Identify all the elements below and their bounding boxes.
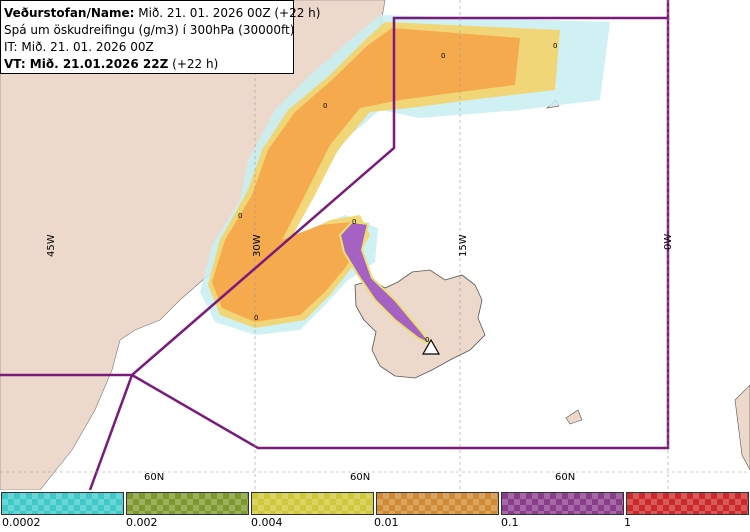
ash-cloud-orange <box>212 28 520 322</box>
forecast-source-value: Mið. 21. 01. 2026 00Z (+22 h) <box>134 6 321 20</box>
latitude-label-60n: 60N <box>555 472 576 483</box>
forecast-valid-offset: (+22 h) <box>168 57 219 71</box>
legend-tick-label: 1 <box>624 516 631 529</box>
contour-label: 0 <box>238 212 243 220</box>
contour-label: 0 <box>254 314 259 322</box>
forecast-valid-time-line: VT: Mið. 21.01.2026 22Z (+22 h) <box>4 56 290 73</box>
longitude-label-45w: 45W <box>46 234 57 257</box>
forecast-description: Spá um öskudreifingu (g/m3) í 300hPa (30… <box>4 23 295 37</box>
latitude-label-60n: 60N <box>350 472 371 483</box>
concentration-legend: 0.0002 0.002 0.004 0.01 0.1 1 <box>0 490 750 532</box>
contour-label: 0 <box>425 336 430 344</box>
volcano-icon <box>421 338 441 355</box>
legend-swatch-orange <box>376 492 499 515</box>
forecast-issue-time: IT: Mið. 21. 01. 2026 00Z <box>4 40 154 54</box>
forecast-header-line: Veðurstofan/Name: Mið. 21. 01. 2026 00Z … <box>4 5 320 22</box>
legend-swatch-purple <box>501 492 624 515</box>
fir-boundary <box>131 18 670 450</box>
legend-swatch-yellow <box>251 492 374 515</box>
legend-tick-label: 0.0002 <box>2 516 41 529</box>
forecast-source-label: Veðurstofan/Name: <box>4 6 135 20</box>
ash-cloud-purple <box>338 220 433 346</box>
legend-swatch-cyan <box>1 492 124 515</box>
legend-tick-label: 0.004 <box>251 516 283 529</box>
ash-dispersion-map: Veðurstofan/Name: Mið. 21. 01. 2026 00Z … <box>0 0 750 490</box>
contour-label: 0 <box>441 52 446 60</box>
legend-swatch-red <box>626 492 749 515</box>
contour-label: 0 <box>553 42 558 50</box>
forecast-info-box: Veðurstofan/Name: Mið. 21. 01. 2026 00Z … <box>0 0 320 74</box>
legend-tick-label: 0.01 <box>374 516 399 529</box>
fir-boundary <box>0 0 670 377</box>
contour-label: 0 <box>352 218 357 226</box>
fir-boundary <box>88 374 134 490</box>
longitude-label-0w: 0W <box>663 233 674 250</box>
longitude-label-30w: 30W <box>252 234 263 257</box>
map-canvas <box>0 0 750 490</box>
small-island <box>565 409 583 425</box>
latitude-label-60n: 60N <box>144 472 165 483</box>
legend-swatch-olive <box>126 492 249 515</box>
longitude-label-15w: 15W <box>458 234 469 257</box>
contour-label: 0 <box>323 102 328 110</box>
coast-fragment <box>734 384 750 471</box>
legend-tick-label: 0.1 <box>501 516 519 529</box>
forecast-valid-time: VT: Mið. 21.01.2026 22Z <box>4 57 169 71</box>
legend-tick-label: 0.002 <box>126 516 158 529</box>
